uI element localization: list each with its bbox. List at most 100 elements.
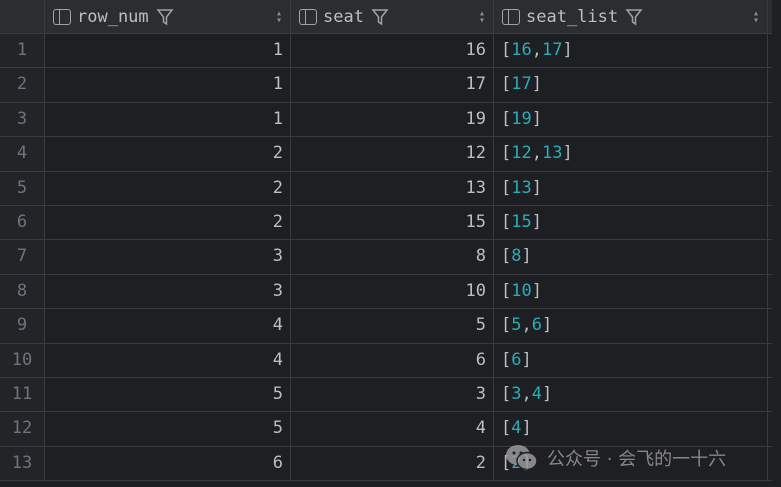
cell-seat[interactable]: 4 — [291, 412, 494, 446]
table-row[interactable]: 3 1 19 [19] — [0, 102, 772, 138]
cell-seat-list[interactable]: [16,17] — [494, 34, 768, 68]
cell-seat[interactable]: 16 — [291, 34, 494, 68]
array-value: 13 — [511, 177, 532, 198]
cell-seat-list[interactable]: [10] — [494, 274, 768, 309]
array-value: 13 — [541, 143, 563, 164]
sort-icon[interactable]: ▴ ▾ — [275, 7, 282, 26]
cell-seat-list[interactable]: [19] — [494, 102, 768, 137]
row-number[interactable]: 3 — [0, 102, 45, 137]
cell-seat-list[interactable]: [15] — [494, 205, 768, 240]
row-number[interactable]: 12 — [0, 412, 45, 446]
array-value: 17 — [541, 40, 563, 60]
column-header-seat[interactable]: seat ▴ ▾ — [291, 0, 494, 33]
cell-seat[interactable]: 13 — [291, 171, 494, 205]
table-row[interactable]: 1 1 16 [16,17] — [0, 34, 772, 69]
array-value: 4 — [511, 418, 522, 439]
cell-row-num[interactable]: 2 — [45, 205, 291, 240]
table-row[interactable]: 13 6 2 [2] — [0, 446, 772, 482]
array-value: 4 — [531, 383, 542, 404]
column-label: seat — [323, 6, 364, 27]
array-value: 8 — [511, 246, 522, 267]
cell-seat-list[interactable]: [8] — [494, 240, 768, 274]
filter-icon[interactable] — [155, 7, 175, 27]
cell-seat[interactable]: 6 — [291, 343, 494, 377]
array-value: 6 — [511, 349, 522, 370]
cell-row-num[interactable]: 3 — [45, 274, 291, 309]
cell-row-num[interactable]: 1 — [45, 68, 291, 102]
cell-seat[interactable]: 2 — [291, 446, 494, 481]
filter-icon[interactable] — [370, 7, 390, 27]
table-row[interactable]: 9 4 5 [5,6] — [0, 309, 772, 344]
cell-row-num[interactable]: 3 — [45, 240, 291, 274]
cell-seat[interactable]: 12 — [291, 137, 494, 171]
cell-row-num[interactable]: 2 — [45, 137, 291, 171]
cell-seat[interactable]: 10 — [291, 274, 494, 309]
cell-seat[interactable]: 8 — [291, 240, 494, 274]
cell-row-num[interactable]: 1 — [45, 34, 291, 68]
table-row[interactable]: 5 2 13 [13] — [0, 171, 772, 206]
column-header-row-num[interactable]: row_num ▴ ▾ — [45, 0, 291, 33]
table-row[interactable]: 11 5 3 [3,4] — [0, 377, 772, 413]
row-number[interactable]: 2 — [0, 68, 45, 102]
array-value: 6 — [531, 315, 542, 336]
cell-row-num[interactable]: 4 — [45, 343, 291, 377]
column-label: row_num — [77, 6, 149, 27]
column-icon — [502, 8, 520, 25]
grid-body: 1 1 16 [16,17] 2 1 17 [17] 3 1 19 [19] 4 2 … — [0, 34, 772, 482]
row-number[interactable]: 10 — [0, 343, 45, 377]
watermark-text: 公众号 · 会飞的一十六 — [547, 449, 727, 470]
table-row[interactable]: 6 2 15 [15] — [0, 205, 772, 241]
row-number[interactable]: 7 — [0, 240, 45, 274]
cell-row-num[interactable]: 6 — [45, 446, 291, 481]
column-label: seat_list — [526, 6, 619, 27]
table-row[interactable]: 12 5 4 [4] — [0, 412, 772, 447]
cell-seat-list[interactable]: [17] — [494, 68, 768, 102]
cell-seat-list[interactable]: [5,6] — [494, 309, 768, 343]
filter-icon[interactable] — [624, 7, 644, 27]
cell-row-num[interactable]: 5 — [45, 412, 291, 446]
row-number[interactable]: 11 — [0, 377, 45, 412]
corner-cell[interactable] — [0, 0, 45, 33]
column-header-seat-list[interactable]: seat_list ▴ ▾ — [494, 0, 768, 33]
table-row[interactable]: 10 4 6 [6] — [0, 343, 772, 378]
array-value: 12 — [511, 143, 532, 164]
row-number[interactable]: 4 — [0, 137, 45, 171]
row-number[interactable]: 13 — [0, 446, 45, 481]
table-row[interactable]: 2 1 17 [17] — [0, 68, 772, 103]
array-value: 3 — [511, 383, 522, 404]
column-icon — [299, 8, 317, 25]
result-grid: row_num ▴ ▾ seat ▴ ▾ seat_list ▴ ▾ 1 1 16 [… — [0, 0, 772, 482]
array-value: 5 — [511, 315, 522, 336]
row-number[interactable]: 6 — [0, 205, 45, 240]
cell-row-num[interactable]: 4 — [45, 309, 291, 343]
cell-seat[interactable]: 5 — [291, 309, 494, 343]
cell-row-num[interactable]: 2 — [45, 171, 291, 205]
array-value: 16 — [511, 40, 532, 60]
cell-seat-list[interactable]: [4] — [494, 412, 768, 446]
cell-seat-list[interactable]: [6] — [494, 343, 768, 377]
array-value: 17 — [511, 74, 532, 95]
table-row[interactable]: 7 3 8 [8] — [0, 240, 772, 275]
row-number[interactable]: 5 — [0, 171, 45, 205]
row-number[interactable]: 8 — [0, 274, 45, 309]
table-row[interactable]: 8 3 10 [10] — [0, 274, 772, 310]
row-number[interactable]: 9 — [0, 309, 45, 343]
cell-seat[interactable]: 3 — [291, 377, 494, 412]
array-value: 19 — [511, 108, 532, 129]
cell-seat[interactable]: 15 — [291, 205, 494, 240]
column-icon — [53, 8, 71, 25]
sort-icon[interactable]: ▴ ▾ — [478, 7, 485, 26]
cell-row-num[interactable]: 5 — [45, 377, 291, 412]
row-number[interactable]: 1 — [0, 34, 45, 68]
sort-icon[interactable]: ▴ ▾ — [752, 7, 759, 26]
wechat-icon — [506, 445, 538, 471]
cell-seat[interactable]: 17 — [291, 68, 494, 102]
cell-row-num[interactable]: 1 — [45, 102, 291, 137]
array-value: 10 — [511, 280, 532, 301]
cell-seat[interactable]: 19 — [291, 102, 494, 137]
cell-seat-list[interactable]: [12,13] — [494, 137, 768, 171]
cell-seat-list[interactable]: [13] — [494, 171, 768, 205]
table-row[interactable]: 4 2 12 [12,13] — [0, 137, 772, 172]
cell-seat-list[interactable]: [3,4] — [494, 377, 768, 412]
array-value: 15 — [511, 211, 532, 232]
